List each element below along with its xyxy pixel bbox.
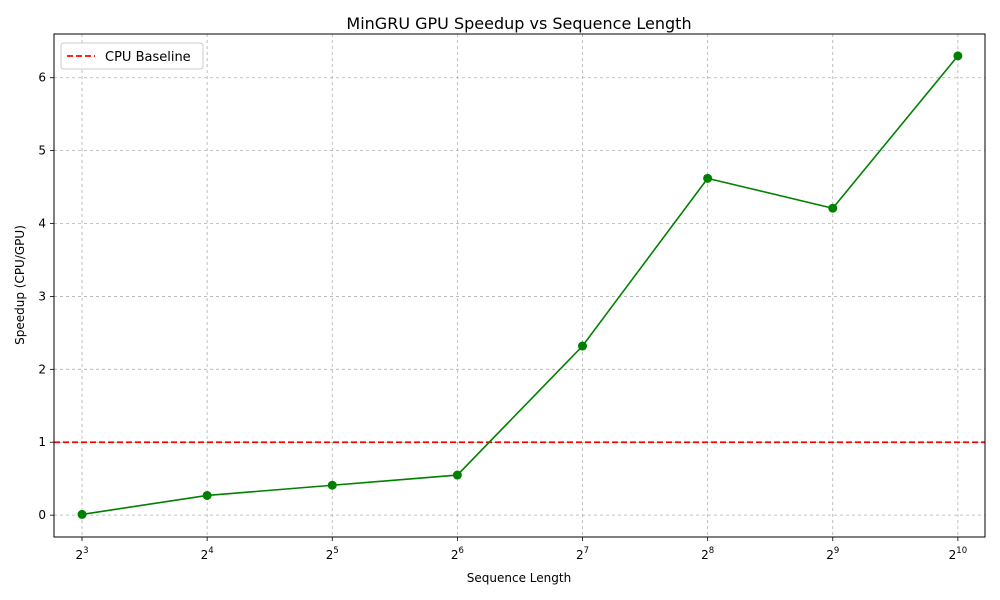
- data-point: [202, 490, 212, 500]
- x-tick-exponent: 10: [956, 546, 967, 556]
- x-tick-exponent: 8: [709, 546, 714, 556]
- x-tick-base: 2: [451, 548, 459, 562]
- x-tick-base: 2: [949, 548, 957, 562]
- data-point: [703, 173, 713, 183]
- x-tick-exponent: 4: [208, 546, 213, 556]
- plot-frame: [53, 33, 986, 538]
- x-tick-label: 26: [451, 546, 464, 562]
- x-tick-label: 27: [576, 546, 589, 562]
- y-tick-label: 4: [38, 217, 46, 231]
- data-point: [452, 470, 462, 480]
- y-tick-label: 2: [38, 362, 46, 376]
- series-layer: [77, 51, 963, 519]
- data-point: [327, 480, 337, 490]
- x-tick-exponent: 3: [83, 546, 88, 556]
- y-axis-label: Speedup (CPU/GPU): [13, 225, 27, 345]
- y-tick-label: 0: [38, 508, 46, 522]
- chart-title: MinGRU GPU Speedup vs Sequence Length: [346, 14, 691, 33]
- x-tick-exponent: 6: [458, 546, 463, 556]
- x-tick-label: 210: [949, 546, 967, 562]
- x-tick-label: 28: [701, 546, 714, 562]
- x-tick-base: 2: [326, 548, 334, 562]
- x-axis-label: Sequence Length: [467, 571, 571, 585]
- legend: CPU Baseline: [60, 42, 204, 70]
- data-point: [578, 341, 588, 351]
- x-tick-base: 2: [75, 548, 83, 562]
- x-tick-label: 24: [201, 546, 214, 562]
- x-tick-exponent: 7: [584, 546, 589, 556]
- x-tick-exponent: 9: [834, 546, 839, 556]
- series-line: [81, 55, 959, 516]
- y-tick-label: 5: [38, 144, 46, 158]
- x-tick-base: 2: [201, 548, 209, 562]
- data-point: [77, 509, 87, 519]
- x-tick-base: 2: [701, 548, 709, 562]
- x-tick-exponent: 5: [333, 546, 338, 556]
- data-point: [828, 203, 838, 213]
- data-point: [953, 51, 963, 61]
- x-tick-label: 25: [326, 546, 339, 562]
- y-tick-label: 1: [38, 435, 46, 449]
- x-tick-label: 23: [75, 546, 88, 562]
- x-tick-base: 2: [826, 548, 834, 562]
- y-tick-label: 3: [38, 289, 46, 303]
- x-tick-base: 2: [576, 548, 584, 562]
- x-tick-label: 29: [826, 546, 839, 562]
- legend-box: [60, 42, 204, 70]
- y-tick-label: 6: [38, 71, 46, 85]
- legend-label-cpu-baseline: CPU Baseline: [105, 50, 191, 65]
